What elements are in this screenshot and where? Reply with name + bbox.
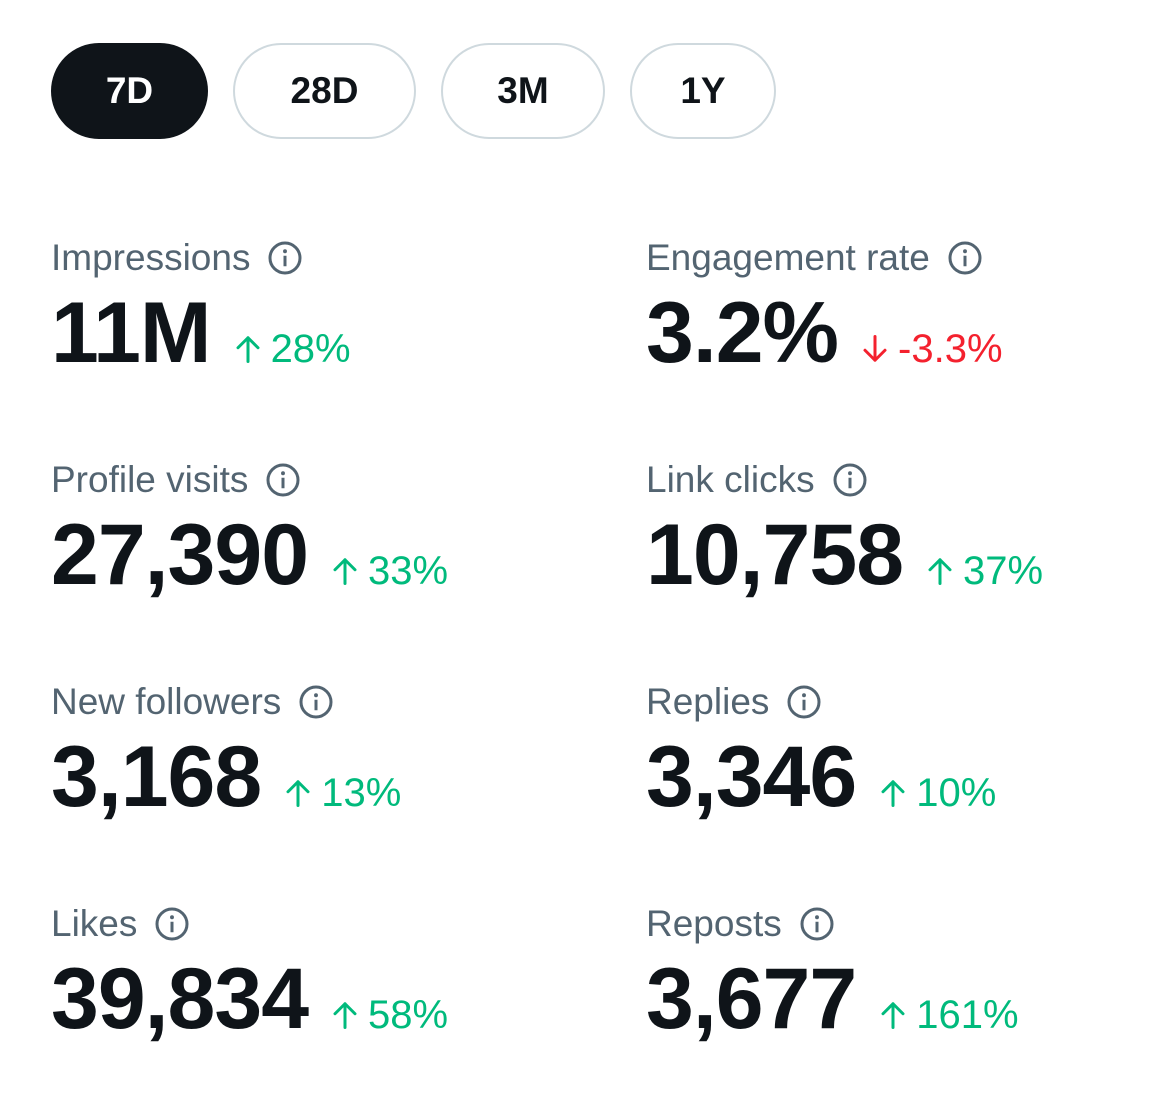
arrow-down-icon [863, 335, 887, 362]
info-icon[interactable] [154, 906, 190, 942]
metric-label: Engagement rate [646, 237, 930, 278]
metric-label: Likes [51, 903, 138, 944]
change-indicator: 58% [330, 995, 448, 1035]
metric-profile-visits: Profile visits 27,390 33% [51, 458, 571, 598]
change-indicator: 13% [283, 773, 401, 813]
metric-value: 3.2% [646, 285, 839, 381]
metric-label: Replies [646, 681, 770, 722]
info-icon[interactable] [298, 684, 334, 720]
change-percent: 161% [916, 993, 1019, 1037]
change-indicator: 37% [925, 551, 1043, 591]
change-indicator: 33% [330, 551, 448, 591]
info-icon[interactable] [799, 906, 835, 942]
tab-3m[interactable]: 3M [441, 43, 605, 139]
metric-value: 3,168 [51, 729, 262, 825]
change-percent: 13% [321, 771, 402, 815]
tab-1y[interactable]: 1Y [630, 43, 776, 139]
info-icon[interactable] [267, 240, 303, 276]
metric-value: 10,758 [646, 507, 904, 603]
change-percent: 10% [916, 771, 997, 815]
metric-new-followers: New followers 3,168 13% [51, 680, 571, 820]
metric-reposts: Reposts 3,677 161% [646, 902, 1151, 1042]
tab-28d[interactable]: 28D [233, 43, 416, 139]
arrow-up-icon [286, 780, 310, 807]
change-percent: 28% [270, 327, 351, 371]
change-percent: 33% [368, 549, 449, 593]
change-percent: -3.3% [898, 327, 1003, 371]
arrow-up-icon [236, 336, 260, 363]
info-icon[interactable] [786, 684, 822, 720]
metric-link-clicks: Link clicks 10,758 37% [646, 458, 1151, 598]
arrow-up-icon [928, 558, 952, 585]
metric-value: 3,346 [646, 729, 857, 825]
metric-label: Profile visits [51, 459, 249, 500]
metric-likes: Likes 39,834 58% [51, 902, 571, 1042]
metric-label: Impressions [51, 237, 251, 278]
metric-engagement-rate: Engagement rate 3.2% -3.3% [646, 236, 1151, 376]
time-range-tabs: 7D 28D 3M 1Y [51, 43, 776, 139]
info-icon[interactable] [832, 462, 868, 498]
metric-label: Link clicks [646, 459, 815, 500]
change-percent: 37% [963, 549, 1044, 593]
metric-value: 3,677 [646, 951, 857, 1047]
change-indicator: -3.3% [860, 329, 1003, 369]
change-indicator: 161% [878, 993, 1019, 1037]
info-icon[interactable] [265, 462, 301, 498]
info-icon[interactable] [947, 240, 983, 276]
metric-value: 11M [51, 285, 212, 381]
metric-value: 39,834 [51, 951, 309, 1047]
metric-value: 27,390 [51, 507, 309, 603]
change-percent: 58% [368, 993, 449, 1037]
change-indicator: 10% [878, 773, 996, 813]
arrow-up-icon [881, 1002, 905, 1029]
change-indicator: 28% [233, 329, 351, 369]
metric-label: Reposts [646, 903, 782, 944]
tab-7d[interactable]: 7D [51, 43, 208, 139]
metric-label: New followers [51, 681, 282, 722]
arrow-up-icon [333, 558, 357, 585]
metric-impressions: Impressions 11M 28% [51, 236, 571, 376]
metric-replies: Replies 3,346 10% [646, 680, 1151, 820]
arrow-up-icon [881, 780, 905, 807]
arrow-up-icon [333, 1002, 357, 1029]
